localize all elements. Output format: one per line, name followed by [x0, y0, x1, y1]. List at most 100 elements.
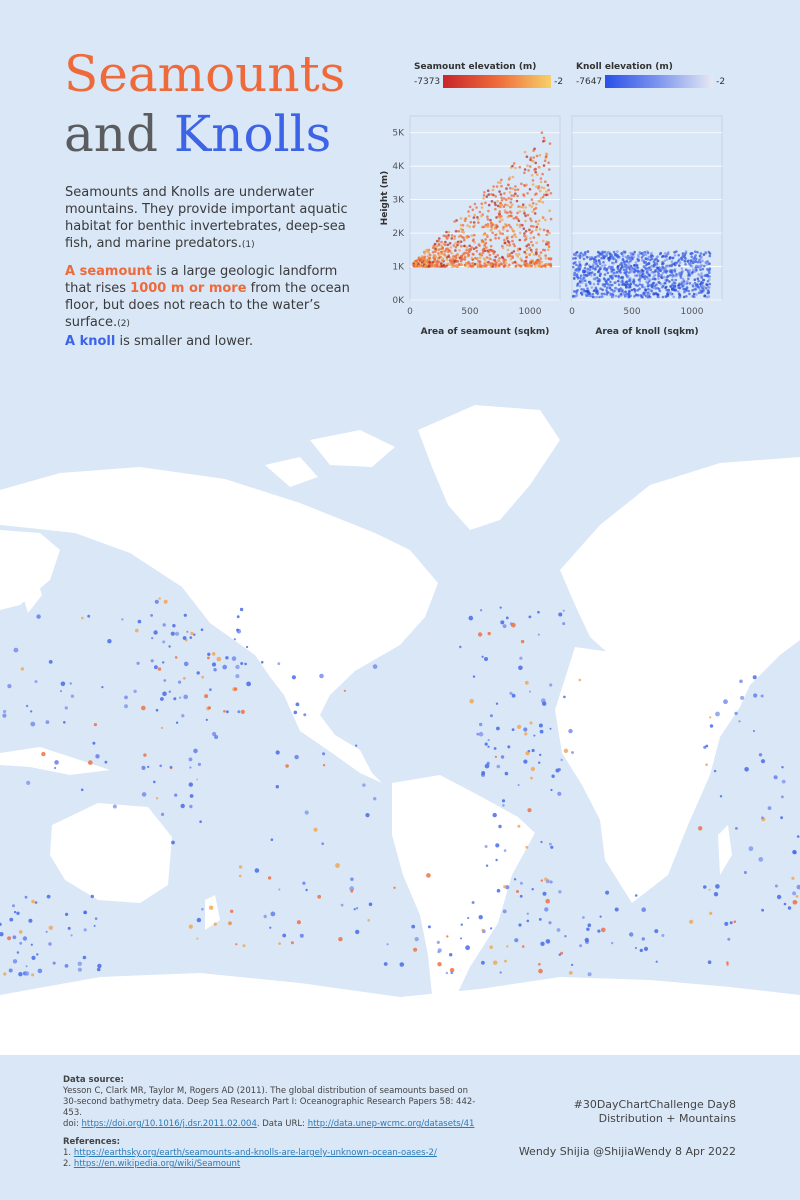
- knoll-point: [584, 282, 588, 286]
- seamount-point: [490, 200, 494, 203]
- knoll-point: [706, 283, 709, 287]
- map-dot: [193, 748, 198, 754]
- seamount-point: [455, 219, 458, 222]
- seamount-point: [505, 198, 508, 201]
- map-dot: [12, 904, 15, 908]
- knoll-point: [640, 252, 643, 255]
- legend-title: Seamount elevation (m): [414, 62, 537, 72]
- seamount-point: [478, 256, 482, 259]
- knoll-point: [708, 271, 711, 274]
- map-dot: [353, 908, 356, 911]
- knoll-point: [704, 286, 708, 290]
- knoll-point: [693, 278, 697, 281]
- map-dot: [80, 788, 84, 792]
- map-dot: [183, 661, 189, 667]
- knoll-point: [665, 258, 669, 261]
- seamount-point: [463, 238, 466, 242]
- seamount-point: [500, 199, 504, 202]
- knoll-point: [643, 291, 646, 295]
- knoll-point: [642, 265, 646, 268]
- reference-link-2[interactable]: https://en.wikipedia.org/wiki/Seamount: [73, 1159, 241, 1169]
- map-dot: [270, 911, 276, 917]
- map-dot: [150, 614, 154, 617]
- map-dot: [190, 631, 194, 635]
- map-dot: [70, 694, 75, 698]
- knoll-point: [574, 257, 577, 260]
- map-dot: [340, 903, 344, 907]
- map-dot: [319, 673, 324, 679]
- map-dot: [517, 724, 522, 729]
- map-dot: [338, 937, 343, 942]
- seamount-point: [476, 216, 479, 219]
- seamount-point: [490, 227, 493, 231]
- knoll-point: [607, 278, 611, 281]
- map-dot: [744, 767, 749, 772]
- seamount-point: [516, 188, 520, 191]
- seamount-point: [472, 216, 476, 219]
- knoll-point: [647, 280, 651, 283]
- seamount-point: [464, 217, 468, 220]
- knoll-point: [664, 295, 668, 298]
- seamount-point: [531, 244, 535, 247]
- seamount-point: [488, 248, 491, 252]
- map-dot: [542, 891, 547, 896]
- seamount-point: [526, 213, 530, 217]
- map-dot: [783, 902, 787, 906]
- seamount-point: [538, 189, 542, 193]
- knoll-point: [573, 271, 576, 275]
- map-dot: [3, 709, 7, 714]
- map-dot: [538, 968, 543, 974]
- knoll-point: [575, 263, 578, 267]
- map-dot: [135, 628, 139, 633]
- seamount-point: [457, 242, 461, 245]
- knoll-point: [638, 275, 641, 278]
- knoll-point: [681, 258, 684, 261]
- knoll-point: [708, 278, 711, 281]
- x-axis-label: Area of knoll (sqkm): [595, 327, 698, 337]
- knoll-point: [645, 280, 648, 283]
- knoll-point: [576, 254, 580, 258]
- data-url-link[interactable]: http://data.unep-wcmc.org/datasets/41: [307, 1119, 475, 1129]
- knoll-point: [700, 276, 703, 279]
- knoll-point: [708, 252, 712, 255]
- seamount-point: [485, 195, 489, 198]
- knoll-point: [703, 264, 706, 268]
- map-dot: [168, 690, 171, 693]
- knoll-point: [617, 283, 621, 286]
- map-dot: [270, 838, 274, 841]
- knoll-point: [681, 284, 685, 288]
- knoll-point: [605, 293, 609, 296]
- doi-link[interactable]: https://doi.org/10.1016/j.dsr.2011.02.00…: [81, 1119, 257, 1129]
- seamount-point: [546, 183, 550, 187]
- map-dot: [426, 873, 431, 878]
- map-dot: [500, 620, 505, 625]
- map-dot: [200, 628, 204, 631]
- knoll-point: [648, 292, 651, 296]
- knoll-point: [680, 267, 684, 270]
- seamount-point: [483, 262, 486, 265]
- seamount-point: [467, 248, 471, 251]
- seamount-point: [512, 230, 515, 233]
- seamount-point: [513, 260, 517, 264]
- seamount-point: [519, 205, 523, 209]
- knoll-point: [704, 250, 707, 254]
- seamount-point: [510, 251, 514, 255]
- seamount-point: [511, 187, 514, 190]
- knoll-point: [580, 278, 583, 282]
- seamount-point: [527, 228, 531, 232]
- knoll-point: [672, 284, 675, 288]
- seamount-point: [547, 161, 550, 164]
- seamount-point: [493, 226, 497, 230]
- seamount-point: [530, 205, 534, 208]
- seamount-point: [494, 203, 497, 207]
- knoll-point: [596, 264, 600, 268]
- reference-link-1[interactable]: https://earthsky.org/earth/seamounts-and…: [73, 1148, 437, 1158]
- knoll-point: [643, 286, 646, 289]
- knoll-point: [642, 252, 646, 255]
- seamount-point: [511, 203, 514, 206]
- knoll-point: [634, 261, 638, 264]
- seamount-point: [521, 203, 525, 206]
- map-dot: [506, 945, 509, 948]
- map-dot: [496, 764, 501, 769]
- knoll-point: [629, 251, 632, 255]
